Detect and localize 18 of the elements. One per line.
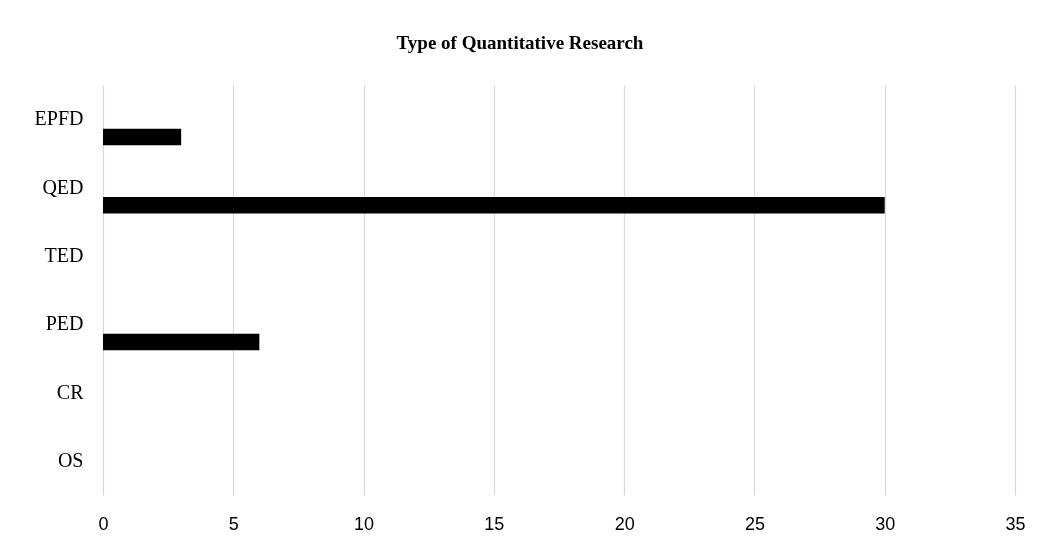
x-tick-label: 25 bbox=[744, 513, 765, 534]
y-tick-label: CR bbox=[56, 380, 85, 403]
bar bbox=[103, 333, 260, 351]
y-tick-label: QED bbox=[42, 175, 84, 198]
y-tick-label: OS bbox=[57, 448, 84, 471]
y-tick-label: TED bbox=[44, 243, 84, 266]
x-tick-label: 15 bbox=[484, 513, 505, 534]
x-tick-label: 30 bbox=[875, 513, 896, 534]
bar bbox=[103, 128, 182, 146]
bar bbox=[103, 197, 885, 214]
chart-title: Type of Quantitative Research bbox=[396, 32, 644, 53]
y-tick-label: EPFD bbox=[34, 107, 84, 130]
x-tick-label: 10 bbox=[354, 513, 375, 534]
y-tick-label: PED bbox=[45, 312, 84, 335]
x-tick-label: 20 bbox=[614, 513, 635, 534]
x-tick-label: 0 bbox=[98, 513, 109, 534]
x-tick-label: 35 bbox=[1005, 513, 1026, 534]
x-tick-label: 5 bbox=[228, 513, 239, 534]
